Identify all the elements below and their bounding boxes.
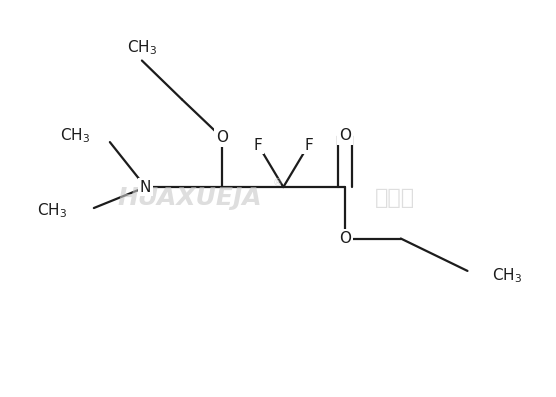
Text: F: F	[304, 138, 313, 152]
Text: N: N	[140, 179, 151, 195]
Text: CH$_3$: CH$_3$	[127, 38, 157, 57]
Text: HUAXUEJA: HUAXUEJA	[118, 187, 262, 210]
Text: CH$_3$: CH$_3$	[37, 201, 67, 220]
Text: F: F	[254, 138, 262, 152]
Text: 化学加: 化学加	[375, 189, 415, 208]
Text: O: O	[216, 130, 228, 145]
Text: CH$_3$: CH$_3$	[60, 126, 90, 145]
Text: O: O	[339, 231, 351, 246]
Text: O: O	[339, 128, 351, 143]
Text: CH$_3$: CH$_3$	[492, 266, 522, 285]
Text: ®: ®	[272, 178, 282, 188]
